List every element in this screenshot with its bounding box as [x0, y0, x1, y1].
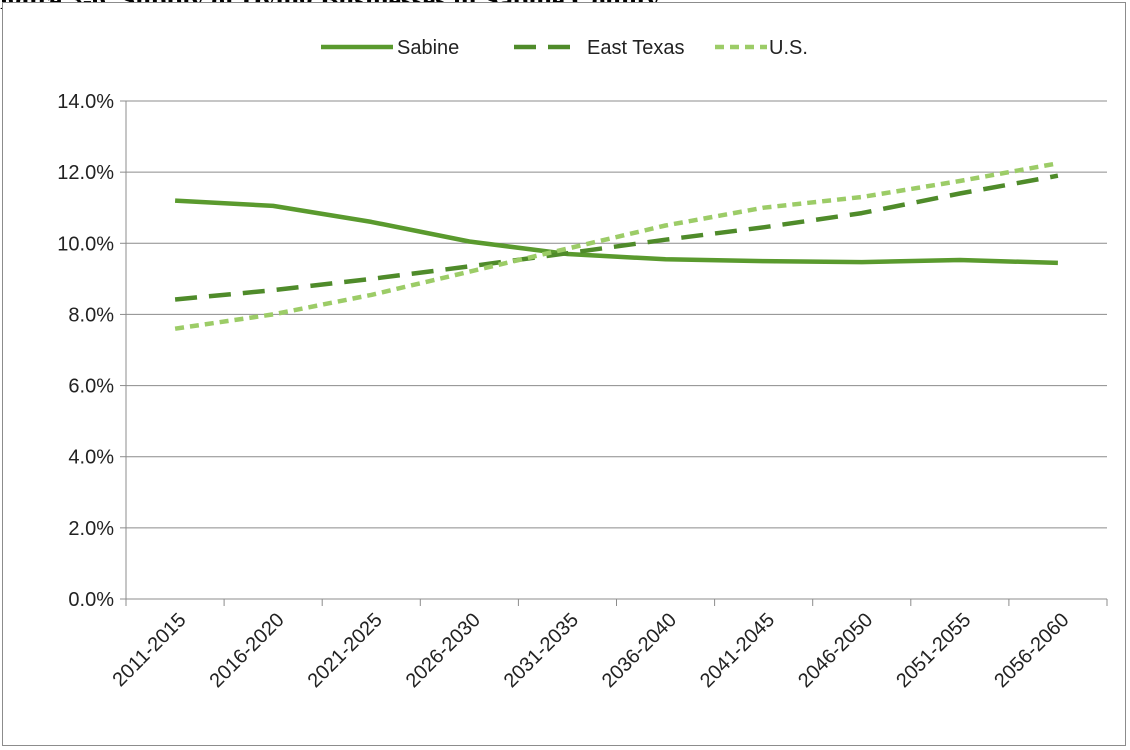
- series-lines: [174, 161, 1059, 331]
- y-axis: 0.0% 2.0% 4.0% 6.0% 8.0% 10.0% 12.0% 14.0%: [57, 91, 127, 611]
- legend: Sabine East Texas U.S.: [321, 37, 808, 59]
- y-tick-label: 0.0%: [68, 589, 114, 611]
- series-line-sabine: [174, 198, 1058, 266]
- y-tick-label: 8.0%: [68, 304, 114, 326]
- gridlines: [126, 100, 1107, 529]
- x-axis: 2011-2015 2016-2020 2021-2025 2026-2030 2031…: [108, 598, 1108, 692]
- x-tick-label: 2056-2060: [990, 609, 1073, 692]
- y-tick-label: 12.0%: [57, 162, 114, 184]
- legend-label: East Texas: [587, 37, 684, 59]
- series-line-u-s: [174, 161, 1059, 331]
- y-tick-label: 6.0%: [68, 376, 114, 398]
- legend-label: Sabine: [397, 37, 459, 59]
- x-tick-label: 2021-2025: [304, 609, 387, 692]
- x-tick-label: 2026-2030: [402, 609, 485, 692]
- y-tick-label: 2.0%: [68, 518, 114, 540]
- line-chart: 0.0% 2.0% 4.0% 6.0% 8.0% 10.0% 12.0% 14.0% 2011…: [57, 37, 1108, 692]
- y-tick-label: 14.0%: [57, 91, 114, 113]
- x-tick-label: 2036-2040: [598, 609, 681, 692]
- y-tick-label: 10.0%: [57, 233, 114, 255]
- legend-label: U.S.: [769, 37, 808, 59]
- series-line-east-texas: [174, 173, 1059, 302]
- y-tick-label: 4.0%: [68, 447, 114, 469]
- x-tick-label: 2046-2050: [794, 609, 877, 692]
- x-tick-label: 2016-2020: [205, 609, 288, 692]
- x-tick-label: 2031-2035: [500, 609, 583, 692]
- x-tick-label: 2041-2045: [696, 609, 779, 692]
- x-tick-label: 2011-2015: [108, 609, 190, 691]
- x-tick-label: 2051-2055: [892, 609, 975, 692]
